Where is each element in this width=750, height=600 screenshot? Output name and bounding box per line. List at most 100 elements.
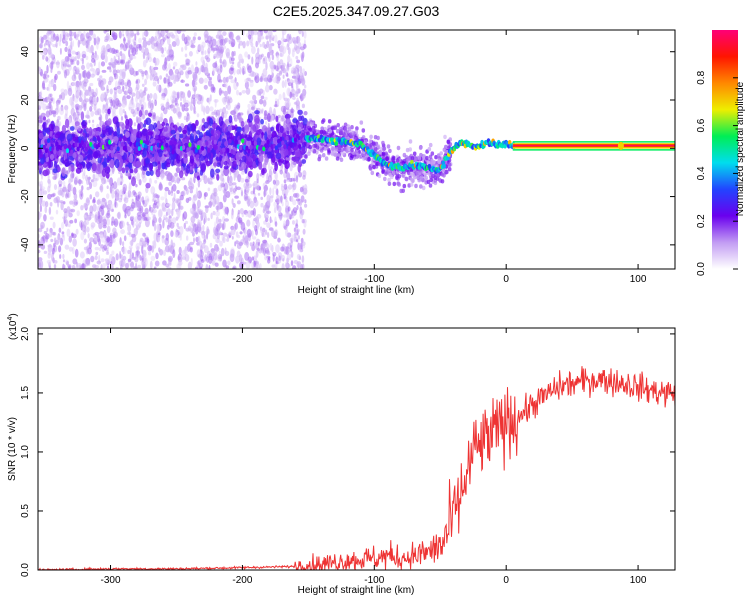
- noise-speckle: [38, 100, 43, 109]
- band-speckle: [210, 168, 215, 178]
- noise-speckle: [219, 240, 223, 247]
- ridge-blob: [232, 150, 236, 156]
- noise-speckle: [71, 97, 75, 105]
- band-speckle: [114, 158, 120, 169]
- noise-speckle: [185, 58, 191, 65]
- band-speckle: [144, 109, 149, 116]
- noise-speckle: [238, 115, 243, 121]
- noise-speckle: [106, 185, 109, 189]
- noise-speckle: [142, 59, 147, 68]
- noise-speckle: [271, 264, 276, 268]
- noise-speckle: [90, 73, 95, 78]
- ridge-blob: [293, 137, 297, 143]
- noise-speckle: [45, 201, 49, 208]
- noise-speckle: [125, 30, 129, 37]
- noise-speckle: [191, 228, 196, 237]
- noise-speckle: [155, 58, 160, 66]
- noise-speckle: [255, 58, 259, 64]
- noise-speckle: [197, 219, 202, 228]
- band-speckle: [131, 176, 136, 187]
- noise-speckle: [92, 196, 96, 203]
- noise-speckle: [129, 215, 135, 220]
- noise-speckle: [56, 104, 60, 114]
- noise-speckle: [188, 51, 193, 57]
- noise-speckle: [118, 107, 124, 117]
- noise-speckle: [187, 243, 191, 252]
- noise-speckle: [42, 54, 45, 60]
- band-speckle: [219, 154, 223, 162]
- noise-speckle: [95, 251, 99, 256]
- noise-speckle: [127, 261, 130, 267]
- noise-speckle: [205, 205, 209, 214]
- noise-speckle: [46, 227, 49, 232]
- noise-speckle: [275, 194, 281, 203]
- noise-speckle: [253, 260, 256, 268]
- noise-speckle: [122, 43, 128, 52]
- noise-speckle: [242, 67, 245, 76]
- noise-speckle: [256, 221, 261, 228]
- noise-speckle: [46, 64, 49, 74]
- noise-speckle: [90, 213, 95, 218]
- band-speckle: [274, 161, 278, 172]
- noise-speckle: [205, 105, 210, 115]
- noise-speckle: [266, 194, 271, 204]
- noise-speckle: [83, 238, 87, 244]
- noise-speckle: [123, 235, 127, 242]
- noise-speckle: [147, 245, 153, 252]
- noise-speckle: [40, 51, 44, 55]
- noise-speckle: [155, 194, 160, 199]
- noise-speckle: [122, 109, 126, 114]
- noise-speckle: [224, 218, 229, 222]
- band-speckle: [107, 108, 111, 115]
- noise-speckle: [40, 244, 46, 250]
- noise-speckle: [218, 250, 221, 257]
- noise-speckle: [168, 43, 172, 53]
- band-speckle: [297, 109, 303, 116]
- noise-speckle: [267, 256, 271, 261]
- noise-speckle: [197, 36, 201, 41]
- ridge-blob: [205, 141, 209, 146]
- noise-speckle: [143, 30, 149, 37]
- noise-speckle: [138, 37, 142, 44]
- noise-speckle: [230, 38, 236, 48]
- noise-speckle: [231, 51, 235, 58]
- noise-speckle: [184, 107, 189, 112]
- noise-speckle: [164, 47, 167, 52]
- noise-speckle: [171, 186, 174, 194]
- band-speckle: [61, 124, 66, 134]
- noise-speckle: [172, 184, 177, 192]
- noise-speckle: [143, 232, 146, 237]
- noise-speckle: [100, 244, 105, 249]
- noise-speckle: [276, 188, 279, 196]
- noise-speckle: [159, 181, 162, 190]
- noise-speckle: [221, 97, 226, 103]
- noise-speckle: [170, 104, 176, 112]
- noise-speckle: [143, 89, 146, 94]
- noise-speckle: [214, 262, 219, 267]
- noise-speckle: [262, 99, 267, 108]
- ridge-blob: [281, 140, 285, 146]
- noise-speckle: [219, 46, 224, 54]
- noise-speckle: [159, 75, 163, 80]
- band-speckle: [45, 168, 50, 176]
- noise-speckle: [262, 239, 267, 244]
- noise-speckle: [172, 95, 175, 99]
- noise-speckle: [127, 223, 132, 233]
- noise-speckle: [177, 111, 182, 119]
- noise-speckle: [136, 172, 140, 182]
- noise-speckle: [264, 30, 268, 33]
- noise-speckle: [167, 244, 173, 253]
- noise-speckle: [295, 82, 299, 90]
- noise-speckle: [296, 97, 299, 104]
- band-speckle: [154, 134, 159, 140]
- noise-speckle: [279, 70, 283, 76]
- band-speckle: [284, 160, 290, 170]
- noise-speckle: [268, 56, 271, 62]
- noise-speckle: [266, 210, 271, 214]
- noise-speckle: [104, 198, 107, 206]
- band-speckle: [200, 163, 206, 173]
- noise-speckle: [114, 190, 118, 195]
- noise-speckle: [64, 56, 70, 62]
- noise-speckle: [62, 263, 65, 269]
- noise-speckle: [75, 67, 80, 71]
